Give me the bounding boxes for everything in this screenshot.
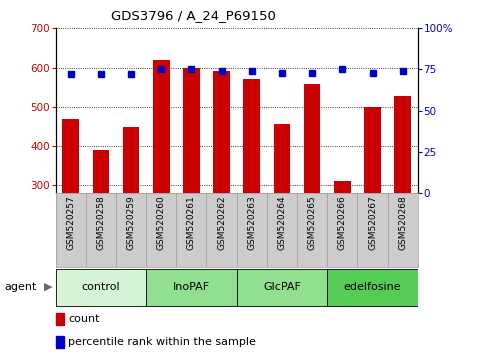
Text: control: control bbox=[82, 282, 120, 292]
Text: GDS3796 / A_24_P69150: GDS3796 / A_24_P69150 bbox=[111, 9, 276, 22]
Text: GlcPAF: GlcPAF bbox=[263, 282, 301, 292]
Bar bbox=[243, 79, 260, 193]
Bar bbox=[153, 60, 170, 193]
Text: GSM520266: GSM520266 bbox=[338, 195, 347, 250]
FancyBboxPatch shape bbox=[56, 269, 146, 306]
Bar bbox=[183, 68, 199, 193]
Text: ▶: ▶ bbox=[44, 282, 53, 292]
Text: percentile rank within the sample: percentile rank within the sample bbox=[68, 337, 256, 347]
FancyBboxPatch shape bbox=[237, 269, 327, 306]
Text: GSM520259: GSM520259 bbox=[127, 195, 136, 250]
Text: InoPAF: InoPAF bbox=[173, 282, 210, 292]
FancyBboxPatch shape bbox=[146, 269, 237, 306]
Bar bbox=[395, 96, 411, 193]
Text: GSM520268: GSM520268 bbox=[398, 195, 407, 250]
Text: GSM520262: GSM520262 bbox=[217, 195, 226, 250]
Text: GSM520265: GSM520265 bbox=[308, 195, 317, 250]
Bar bbox=[56, 313, 64, 325]
Text: GSM520258: GSM520258 bbox=[96, 195, 105, 250]
Text: GSM520267: GSM520267 bbox=[368, 195, 377, 250]
Bar bbox=[304, 84, 320, 193]
Bar bbox=[274, 124, 290, 193]
Bar bbox=[62, 119, 79, 193]
Text: count: count bbox=[68, 314, 99, 324]
Text: agent: agent bbox=[5, 282, 37, 292]
Bar bbox=[56, 336, 64, 348]
Bar bbox=[334, 181, 351, 193]
Bar bbox=[123, 127, 139, 193]
Text: GSM520264: GSM520264 bbox=[277, 195, 286, 250]
Bar bbox=[364, 107, 381, 193]
Text: GSM520257: GSM520257 bbox=[66, 195, 75, 250]
Bar bbox=[213, 72, 230, 193]
Text: GSM520263: GSM520263 bbox=[247, 195, 256, 250]
Text: GSM520261: GSM520261 bbox=[187, 195, 196, 250]
Text: GSM520260: GSM520260 bbox=[156, 195, 166, 250]
Text: edelfosine: edelfosine bbox=[344, 282, 401, 292]
FancyBboxPatch shape bbox=[327, 269, 418, 306]
Bar bbox=[93, 150, 109, 193]
